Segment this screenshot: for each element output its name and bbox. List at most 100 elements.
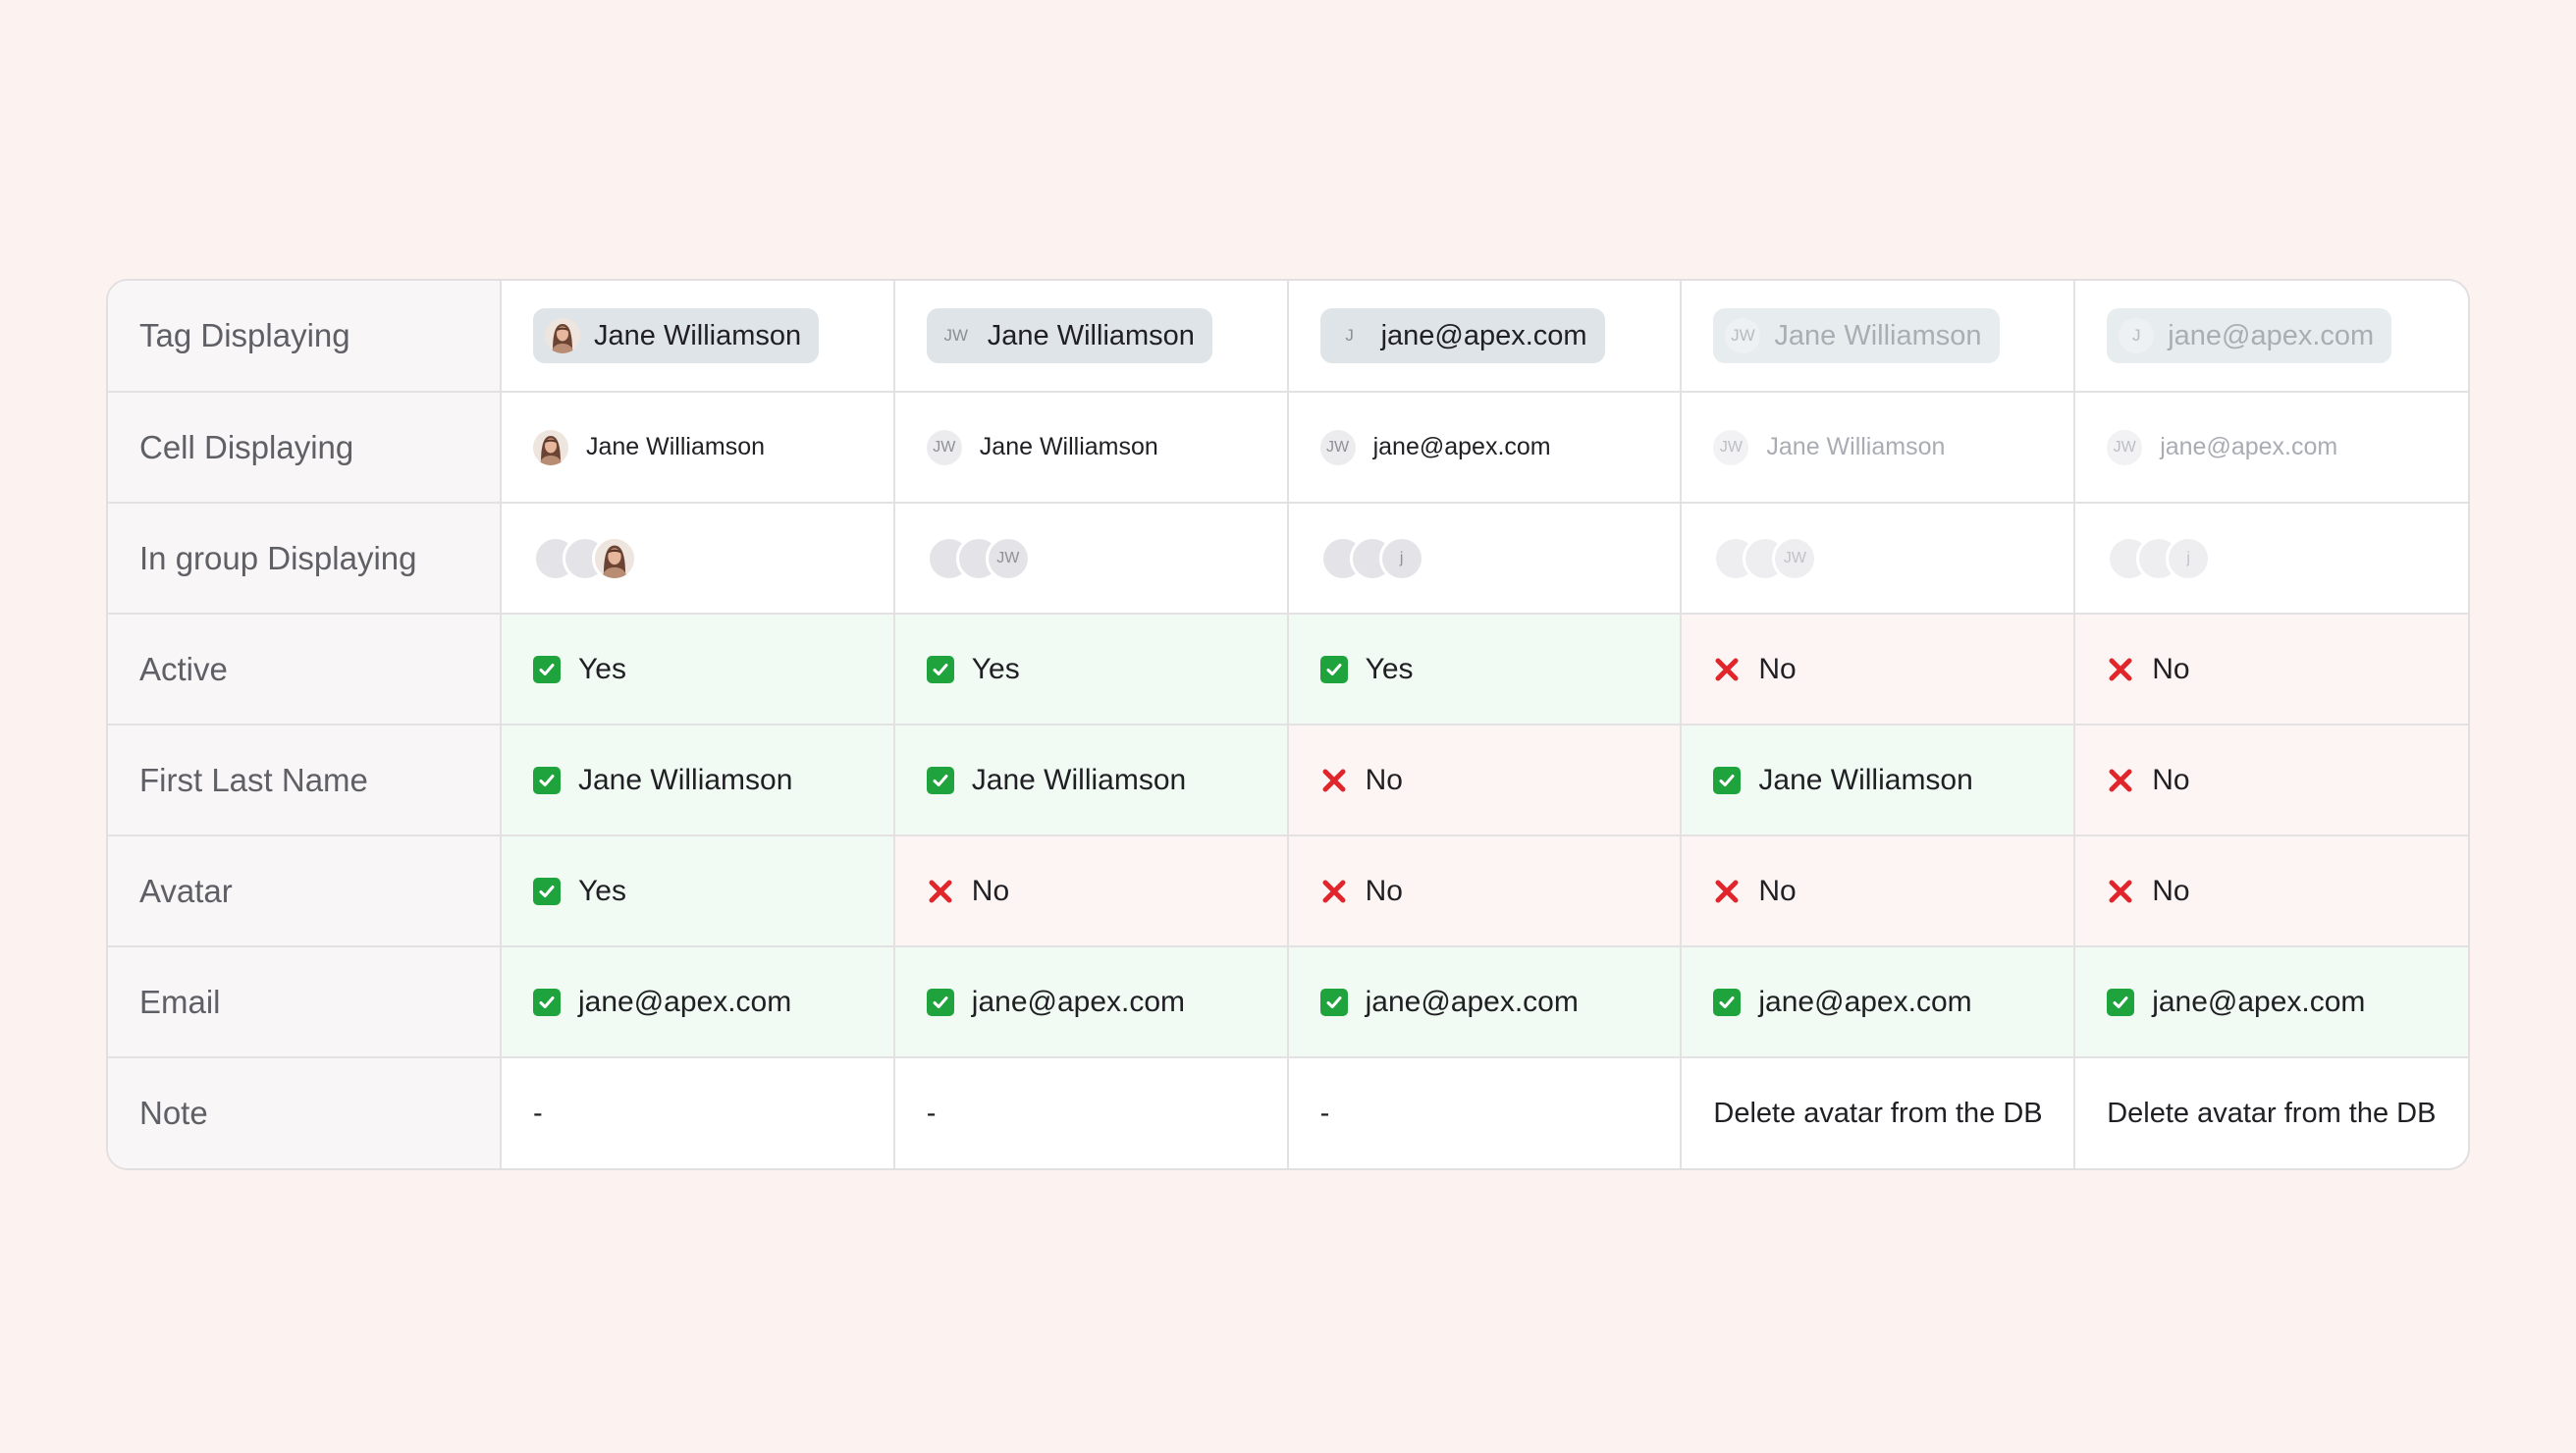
user-tag-inactive[interactable]: J jane@apex.com (2107, 308, 2392, 363)
note-text: Delete avatar from the DB (1713, 1097, 2043, 1129)
check-mark-icon (2107, 988, 2135, 1016)
initials-icon: JW (943, 326, 969, 345)
check-mark-icon (926, 988, 954, 1016)
avatar-photo-icon (533, 429, 568, 465)
cell-value: No (1758, 874, 1797, 907)
user-tag[interactable]: J jane@apex.com (1319, 308, 1605, 363)
check-mark-icon (926, 766, 954, 794)
cross-mark-icon (2107, 656, 2134, 683)
cell-value: jane@apex.com (2152, 985, 2366, 1018)
initials-icon: JW (1319, 429, 1356, 465)
check-mark-icon (533, 877, 561, 905)
cell-value: No (971, 874, 1010, 907)
avatar-group[interactable] (533, 535, 892, 581)
initials-icon: JW (1725, 318, 1761, 353)
note-text: - (926, 1097, 937, 1129)
note-text: - (1319, 1097, 1330, 1129)
avatar-group[interactable]: j (1319, 535, 1680, 581)
initials-icon: JW (926, 429, 962, 465)
note-cell: Delete avatar from the DB (1681, 1057, 2076, 1168)
tag-label: Jane Williamson (1774, 319, 1982, 351)
cross-mark-icon (927, 878, 954, 905)
tag-label: jane@apex.com (2168, 319, 2375, 351)
user-tag-inactive[interactable]: JW Jane Williamson (1713, 308, 2000, 363)
email-cell: jane@apex.com (893, 946, 1289, 1058)
user-tag[interactable]: Jane Williamson (533, 308, 820, 363)
initials-icon: j (2166, 535, 2212, 581)
cell-value: jane@apex.com (578, 985, 792, 1018)
check-mark-icon (533, 655, 561, 683)
cell-value: No (2152, 763, 2190, 796)
cell-value: No (1365, 874, 1403, 907)
cell-user-label: jane@apex.com (1372, 433, 1551, 460)
name-cell: No (1287, 725, 1683, 836)
avatar-group-cell: j (2074, 503, 2468, 615)
email-cell: jane@apex.com (501, 946, 895, 1058)
cell-value: No (1758, 652, 1797, 685)
note-cell: - (501, 1057, 895, 1168)
cell-value: Yes (578, 652, 626, 685)
check-mark-icon (533, 988, 561, 1016)
cell-value: jane@apex.com (971, 985, 1186, 1018)
active-cell: Yes (893, 614, 1289, 726)
cell-user-label: Jane Williamson (586, 433, 766, 460)
row-label: First Last Name (108, 725, 502, 836)
cell-value: jane@apex.com (1365, 985, 1579, 1018)
email-cell: jane@apex.com (2074, 946, 2468, 1058)
cross-mark-icon (2107, 878, 2134, 905)
avatar-cell: Yes (501, 835, 895, 947)
cross-mark-icon (1320, 767, 1348, 794)
row-label: Active (108, 614, 502, 726)
avatar-group[interactable]: JW (1713, 535, 2072, 581)
name-cell: Jane Williamson (893, 725, 1289, 836)
avatar-group[interactable]: j (2107, 535, 2468, 581)
avatar-cell: No (2074, 835, 2468, 947)
row-label: Cell Displaying (108, 392, 502, 504)
avatar-group-cell: JW (893, 503, 1289, 615)
tag-label: jane@apex.com (1380, 319, 1587, 351)
active-cell: Yes (1287, 614, 1683, 726)
check-mark-icon (1713, 766, 1742, 794)
user-cell: JW jane@apex.com (2074, 392, 2468, 504)
cell-user-label: Jane Williamson (979, 433, 1158, 460)
cross-mark-icon (1320, 878, 1348, 905)
tag-label: Jane Williamson (987, 319, 1195, 351)
cell-value: Yes (971, 652, 1020, 685)
avatar-group-cell (501, 503, 895, 615)
cell-user-label: Jane Williamson (1766, 433, 1946, 460)
row-avatar: Avatar Yes No No No No (108, 835, 2468, 947)
avatar-photo-icon (592, 535, 637, 581)
row-tag-displaying: Tag Displaying Jane Williamson JW Jane W… (108, 281, 2468, 393)
note-cell: - (1287, 1057, 1683, 1168)
row-email: Email jane@apex.com jane@apex.com jane@a… (108, 946, 2468, 1058)
initials-icon: JW (985, 535, 1031, 581)
active-cell: No (2074, 614, 2468, 726)
cell-value: Jane Williamson (971, 763, 1187, 796)
user-cell: Jane Williamson (501, 392, 895, 504)
note-cell: - (893, 1057, 1289, 1168)
cross-mark-icon (1713, 656, 1741, 683)
avatar-cell: No (893, 835, 1289, 947)
avatar-group[interactable]: JW (926, 535, 1286, 581)
initials-icon: j (1378, 535, 1424, 581)
user-tag[interactable]: JW Jane Williamson (926, 308, 1212, 363)
cross-mark-icon (2107, 767, 2134, 794)
tag-cell: J jane@apex.com (2074, 281, 2468, 393)
row-label: Avatar (108, 835, 502, 947)
email-cell: jane@apex.com (1287, 946, 1683, 1058)
active-cell: Yes (501, 614, 895, 726)
cell-value: Jane Williamson (578, 763, 793, 796)
avatar-group-cell: JW (1681, 503, 2076, 615)
cross-mark-icon (1713, 878, 1741, 905)
row-label: Email (108, 946, 502, 1058)
avatar-photo-icon (545, 318, 580, 353)
check-mark-icon (533, 766, 561, 794)
cell-user-label: jane@apex.com (2160, 433, 2338, 460)
row-label: In group Displaying (108, 503, 502, 615)
row-label: Tag Displaying (108, 281, 502, 393)
avatar-cell: No (1681, 835, 2076, 947)
name-cell: No (2074, 725, 2468, 836)
avatar-group-cell: j (1287, 503, 1683, 615)
cell-value: No (2152, 874, 2190, 907)
initials-icon: JW (1772, 535, 1818, 581)
